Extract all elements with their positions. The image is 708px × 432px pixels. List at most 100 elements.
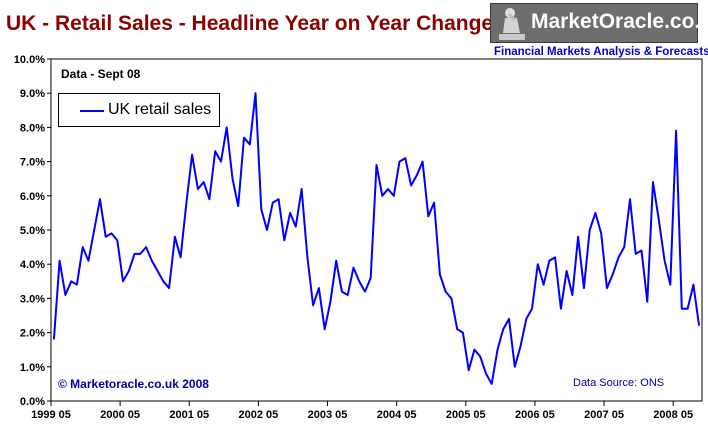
y-tick-label: 4.0% <box>20 259 45 271</box>
data-point <box>93 229 95 231</box>
data-point <box>260 209 262 211</box>
data-point <box>128 270 130 272</box>
data-point <box>571 294 573 296</box>
data-point <box>531 308 533 310</box>
data-point <box>427 215 429 217</box>
data-point <box>197 188 199 190</box>
x-tick-label: 2000 05 <box>100 409 140 421</box>
data-point <box>255 92 257 94</box>
data-point <box>53 338 55 340</box>
data-point <box>618 256 620 258</box>
x-tick-label: 2007 05 <box>584 409 624 421</box>
data-point <box>387 188 389 190</box>
legend-swatch <box>80 110 104 112</box>
data-point <box>295 226 297 228</box>
copyright-note: © Marketoracle.co.uk 2008 <box>58 377 209 391</box>
data-point <box>329 301 331 303</box>
data-point <box>422 161 424 163</box>
data-point <box>226 126 228 128</box>
y-tick-label: 8.0% <box>20 122 45 134</box>
data-point <box>301 188 303 190</box>
data-point <box>370 277 372 279</box>
data-point <box>508 318 510 320</box>
data-point <box>675 130 677 132</box>
data-point <box>272 202 274 204</box>
data-point <box>64 294 66 296</box>
data-point <box>243 137 245 139</box>
logo-banner: MarketOracle.co.uk <box>490 3 708 43</box>
x-tick-label: 2005 05 <box>446 409 486 421</box>
data-point <box>364 291 366 293</box>
data-point <box>698 325 700 327</box>
data-point <box>214 150 216 152</box>
data-point <box>122 280 124 282</box>
data-point <box>514 366 516 368</box>
data-point <box>502 328 504 330</box>
y-tick-label: 2.0% <box>20 328 45 340</box>
data-point <box>162 280 164 282</box>
x-axis: 1999 05 2000 05 2001 05 2002 05 2003 05 2004 … <box>31 401 693 421</box>
thinker-statue-icon <box>499 8 525 40</box>
data-point <box>600 232 602 234</box>
data-point <box>583 287 585 289</box>
data-point <box>208 198 210 200</box>
data-point <box>479 356 481 358</box>
data-point <box>543 284 545 286</box>
y-tick-label: 10.0% <box>14 54 45 66</box>
data-point <box>174 236 176 238</box>
x-tick-label: 2002 05 <box>239 409 279 421</box>
data-point <box>82 246 84 248</box>
data-point <box>404 157 406 159</box>
data-point <box>491 383 493 385</box>
data-point <box>191 154 193 156</box>
data-point <box>669 284 671 286</box>
data-point <box>180 256 182 258</box>
data-point <box>168 287 170 289</box>
data-point <box>203 181 205 183</box>
data-point <box>139 253 141 255</box>
data-point <box>99 198 101 200</box>
x-tick-label: 2006 05 <box>515 409 555 421</box>
data-point <box>433 202 435 204</box>
data-point <box>537 263 539 265</box>
data-point <box>376 164 378 166</box>
data-point <box>456 328 458 330</box>
data-point <box>623 246 625 248</box>
data-point <box>157 270 159 272</box>
data-point <box>473 349 475 351</box>
data-point <box>399 161 401 163</box>
legend-label: UK retail sales <box>108 101 212 118</box>
y-tick-label: 9.0% <box>20 88 45 100</box>
data-point <box>105 236 107 238</box>
series-line-uk-retail-sales <box>52 92 701 385</box>
data-point <box>416 174 418 176</box>
data-point <box>249 144 251 146</box>
data-point <box>335 260 337 262</box>
data-point <box>393 195 395 197</box>
data-point <box>358 280 360 282</box>
data-point <box>87 260 89 262</box>
data-point <box>652 181 654 183</box>
data-point <box>289 212 291 214</box>
x-tick-label: 2004 05 <box>377 409 417 421</box>
data-point <box>641 250 643 252</box>
data-point <box>646 301 648 303</box>
data-point <box>278 198 280 200</box>
data-point <box>445 291 447 293</box>
data-point <box>554 256 556 258</box>
x-tick-label: 1999 05 <box>31 409 71 421</box>
chart-title: UK - Retail Sales - Headline Year on Yea… <box>6 12 494 35</box>
data-point <box>341 291 343 293</box>
data-point <box>151 260 153 262</box>
data-point <box>462 332 464 334</box>
y-tick-label: 3.0% <box>20 293 45 305</box>
x-tick-label: 2008 05 <box>653 409 693 421</box>
data-point <box>237 205 239 207</box>
data-point <box>577 236 579 238</box>
data-point <box>664 260 666 262</box>
data-note: Data - Sept 08 <box>61 67 141 81</box>
data-point <box>439 274 441 276</box>
data-point <box>283 239 285 241</box>
data-point <box>306 256 308 258</box>
